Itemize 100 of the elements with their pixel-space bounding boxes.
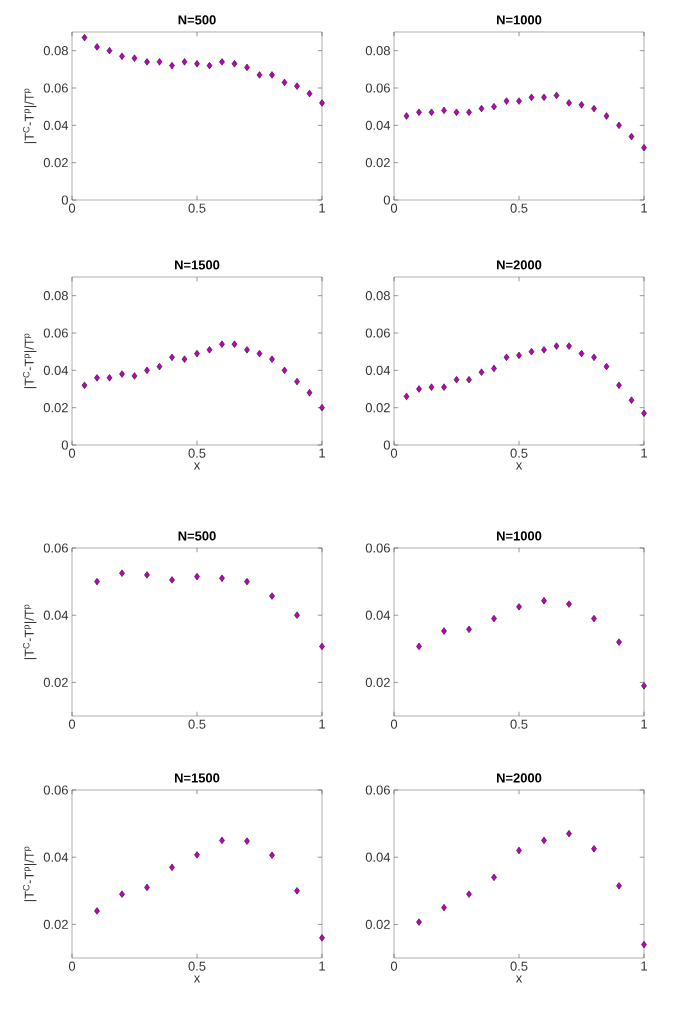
x-tick-label: 0.5 bbox=[188, 961, 206, 971]
y-tick-label: 0 bbox=[383, 440, 390, 450]
y-tick-label: 0 bbox=[61, 440, 68, 450]
point bbox=[491, 103, 497, 111]
y-tick-label: 0.02 bbox=[43, 919, 68, 929]
y-tick-label: 0.02 bbox=[365, 403, 390, 413]
point bbox=[478, 368, 485, 376]
y-axis-title: |T$^{C}$-T$^{p}$|/T$^{p}$ bbox=[23, 88, 37, 144]
x-tick-label: 0 bbox=[390, 448, 398, 458]
x-tick-label: 0.5 bbox=[188, 719, 206, 729]
point bbox=[256, 71, 263, 79]
point bbox=[219, 58, 225, 66]
x-tick-label: 0 bbox=[390, 203, 398, 213]
point bbox=[566, 342, 572, 350]
point bbox=[169, 576, 175, 584]
y-tick-label: 0.04 bbox=[43, 365, 69, 375]
y-tick-label: 0.08 bbox=[365, 46, 390, 56]
x-tick-label: 1 bbox=[641, 448, 647, 458]
chart-title: N=1500 bbox=[175, 773, 220, 783]
y-tick-label: 0.08 bbox=[365, 291, 390, 301]
point bbox=[94, 374, 100, 382]
point bbox=[81, 33, 88, 42]
point bbox=[119, 569, 125, 577]
point bbox=[428, 383, 435, 391]
point bbox=[503, 353, 510, 361]
point bbox=[403, 112, 410, 120]
chart-title: N=1000 bbox=[497, 15, 542, 25]
x-tick-label: 1 bbox=[641, 961, 647, 971]
point bbox=[169, 353, 175, 361]
x-axis-title: x bbox=[193, 462, 201, 470]
point bbox=[616, 121, 622, 129]
x-tick-label: 0 bbox=[390, 719, 398, 729]
point bbox=[319, 99, 325, 107]
point bbox=[641, 144, 647, 152]
y-tick-label: 0.08 bbox=[43, 291, 68, 301]
point bbox=[516, 97, 522, 105]
point bbox=[591, 353, 597, 361]
x-tick-label: 0 bbox=[68, 719, 76, 729]
y-tick-label: 0.02 bbox=[365, 919, 390, 929]
point bbox=[416, 108, 422, 116]
point bbox=[219, 340, 225, 348]
point bbox=[294, 887, 300, 895]
point bbox=[306, 389, 313, 397]
x-tick-label: 1 bbox=[319, 448, 325, 458]
point bbox=[194, 60, 200, 68]
y-tick-label: 0.04 bbox=[365, 120, 391, 130]
y-tick-label: 0 bbox=[61, 195, 68, 205]
point bbox=[144, 366, 150, 374]
point bbox=[578, 101, 585, 109]
point bbox=[219, 574, 225, 582]
point bbox=[106, 374, 113, 382]
chart-title: N=1000 bbox=[497, 531, 542, 541]
y-tick-label: 0.04 bbox=[365, 365, 391, 375]
y-tick-label: 0.02 bbox=[365, 158, 390, 168]
y-tick-label: 0.02 bbox=[43, 403, 68, 413]
y-axis-title: |T$^{C}$-T$^{p}$|/T$^{p}$ bbox=[23, 604, 37, 660]
point bbox=[628, 132, 635, 141]
y-tick-label: 0.04 bbox=[43, 120, 69, 130]
point bbox=[156, 362, 163, 371]
y-tick-label: 0 bbox=[383, 195, 390, 205]
y-tick-label: 0.04 bbox=[43, 852, 69, 862]
point bbox=[641, 682, 647, 690]
point bbox=[591, 845, 597, 853]
point bbox=[194, 851, 200, 859]
point bbox=[294, 611, 300, 619]
y-tick-label: 0.06 bbox=[43, 543, 68, 553]
point bbox=[181, 58, 188, 66]
point bbox=[269, 851, 275, 859]
point bbox=[294, 82, 300, 90]
point bbox=[503, 97, 510, 105]
point bbox=[269, 592, 275, 600]
x-tick-label: 0.5 bbox=[188, 203, 206, 213]
point bbox=[416, 385, 422, 393]
point bbox=[641, 409, 647, 417]
point bbox=[566, 830, 572, 838]
chart-title: N=500 bbox=[178, 531, 216, 541]
point bbox=[319, 404, 325, 412]
point bbox=[119, 370, 125, 378]
point bbox=[478, 104, 485, 113]
point bbox=[169, 863, 175, 871]
x-axis-title: x bbox=[515, 462, 523, 470]
chart-title: N=500 bbox=[178, 15, 216, 25]
point bbox=[441, 627, 447, 635]
point bbox=[244, 346, 250, 354]
point bbox=[281, 78, 288, 87]
y-tick-label: 0.06 bbox=[365, 83, 390, 93]
y-tick-label: 0.06 bbox=[43, 83, 68, 93]
point bbox=[94, 907, 100, 915]
point bbox=[119, 52, 125, 60]
y-tick-label: 0.02 bbox=[365, 677, 390, 687]
point bbox=[106, 47, 113, 55]
point bbox=[566, 600, 572, 608]
point bbox=[466, 890, 472, 898]
y-tick-label: 0.02 bbox=[43, 677, 68, 687]
x-tick-label: 0 bbox=[68, 961, 76, 971]
point bbox=[603, 362, 610, 371]
point bbox=[131, 372, 138, 380]
point bbox=[206, 346, 213, 354]
point bbox=[144, 571, 150, 579]
x-tick-label: 0.5 bbox=[510, 961, 528, 971]
